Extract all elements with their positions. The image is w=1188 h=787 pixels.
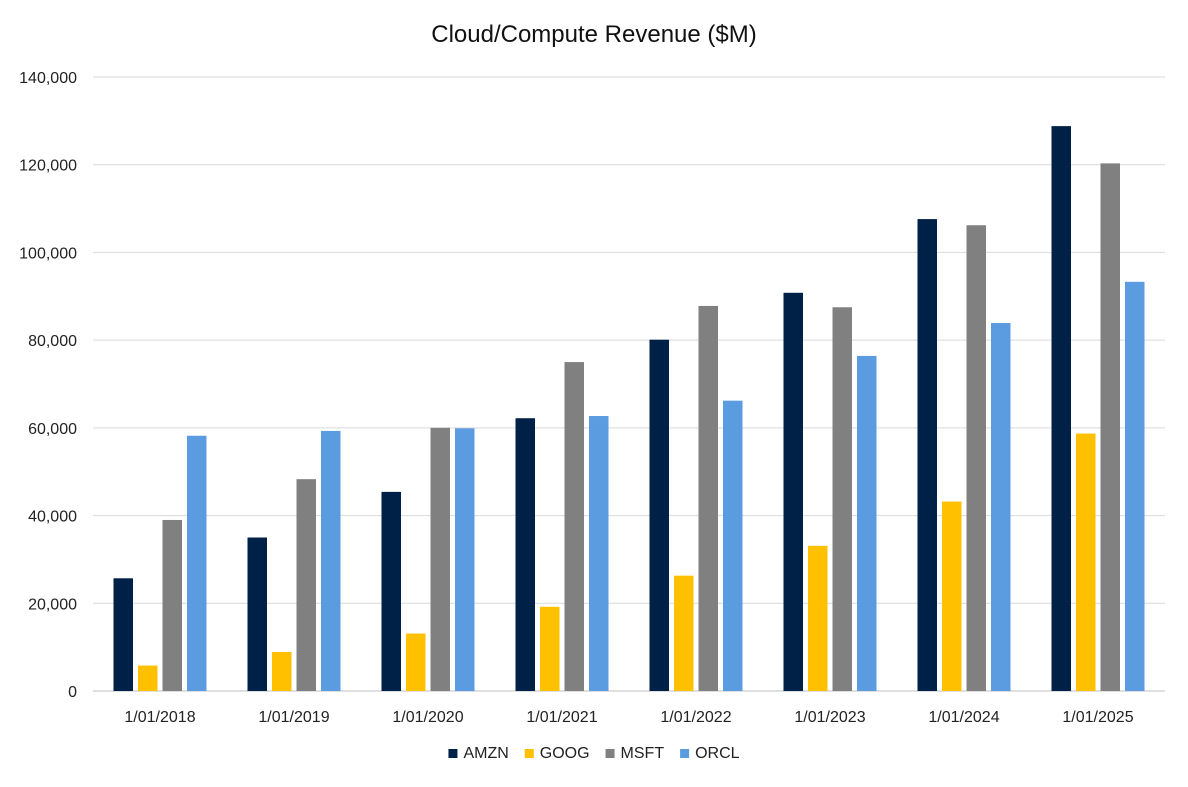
x-tick-label: 1/01/2024 bbox=[928, 709, 999, 726]
gridlines bbox=[93, 76, 1165, 692]
y-tick-label: 0 bbox=[68, 684, 77, 701]
bar-msft-1 bbox=[296, 479, 316, 691]
bar-amzn-1 bbox=[247, 537, 267, 691]
bar-orcl-3 bbox=[589, 416, 609, 691]
x-tick-label: 1/01/2018 bbox=[124, 709, 195, 726]
legend-swatch-goog bbox=[524, 749, 534, 758]
bar-amzn-6 bbox=[917, 219, 937, 691]
y-axis-tick-labels: 0 20,000 40,000 60,000 80,000 100,000 120,000 1… bbox=[19, 70, 77, 701]
bar-amzn-7 bbox=[1051, 126, 1071, 692]
bar-orcl-5 bbox=[857, 355, 877, 691]
bar-msft-4 bbox=[698, 305, 718, 691]
y-tick-label: 40,000 bbox=[28, 509, 77, 526]
y-tick-label: 60,000 bbox=[28, 421, 77, 438]
bar-goog-4 bbox=[674, 575, 694, 691]
y-tick-label: 100,000 bbox=[19, 245, 77, 262]
legend-label-msft: MSFT bbox=[621, 745, 665, 762]
y-tick-label: 20,000 bbox=[28, 596, 77, 613]
bar-goog-2 bbox=[406, 633, 426, 691]
x-tick-label: 1/01/2020 bbox=[392, 709, 463, 726]
x-tick-label: 1/01/2025 bbox=[1062, 709, 1133, 726]
bar-orcl-6 bbox=[991, 323, 1011, 691]
legend-label-goog: GOOG bbox=[540, 745, 590, 762]
bar-amzn-0 bbox=[113, 578, 133, 691]
legend-swatch-orcl bbox=[680, 749, 690, 758]
x-tick-label: 1/01/2023 bbox=[794, 709, 865, 726]
bar-amzn-4 bbox=[649, 339, 669, 691]
x-tick-label: 1/01/2021 bbox=[526, 709, 597, 726]
bar-orcl-2 bbox=[455, 428, 475, 691]
bar-goog-7 bbox=[1076, 433, 1096, 691]
legend-swatch-amzn bbox=[448, 749, 458, 758]
bar-goog-6 bbox=[942, 501, 962, 691]
bar-msft-7 bbox=[1100, 163, 1120, 691]
bar-orcl-0 bbox=[187, 435, 207, 691]
y-tick-label: 120,000 bbox=[19, 158, 77, 175]
chart-title: Cloud/Compute Revenue ($M) bbox=[431, 21, 757, 48]
bar-orcl-4 bbox=[723, 400, 743, 691]
bar-amzn-2 bbox=[381, 491, 401, 691]
bar-goog-3 bbox=[540, 606, 560, 691]
legend: AMZN GOOG MSFT ORCL bbox=[448, 745, 740, 762]
bar-msft-2 bbox=[430, 427, 450, 691]
legend-swatch-msft bbox=[605, 749, 615, 758]
y-tick-label: 80,000 bbox=[28, 333, 77, 350]
x-tick-label: 1/01/2019 bbox=[258, 709, 329, 726]
bar-amzn-3 bbox=[515, 418, 535, 691]
bar-msft-3 bbox=[564, 362, 584, 691]
x-axis-tick-labels: 1/01/2018 1/01/2019 1/01/2020 1/01/2021 1/01… bbox=[124, 709, 1133, 726]
legend-label-amzn: AMZN bbox=[463, 745, 508, 762]
bar-msft-5 bbox=[832, 307, 852, 691]
bar-goog-1 bbox=[272, 651, 292, 691]
bar-amzn-5 bbox=[783, 292, 803, 691]
bar-orcl-7 bbox=[1125, 281, 1145, 691]
x-tick-label: 1/01/2022 bbox=[660, 709, 731, 726]
bar-goog-0 bbox=[138, 665, 158, 691]
bar-orcl-1 bbox=[321, 430, 341, 691]
bar-goog-5 bbox=[808, 545, 828, 691]
bar-msft-6 bbox=[966, 225, 986, 692]
bar-msft-0 bbox=[162, 519, 182, 691]
legend-label-orcl: ORCL bbox=[695, 745, 740, 762]
y-tick-label: 140,000 bbox=[19, 70, 77, 87]
bars bbox=[113, 126, 1145, 692]
